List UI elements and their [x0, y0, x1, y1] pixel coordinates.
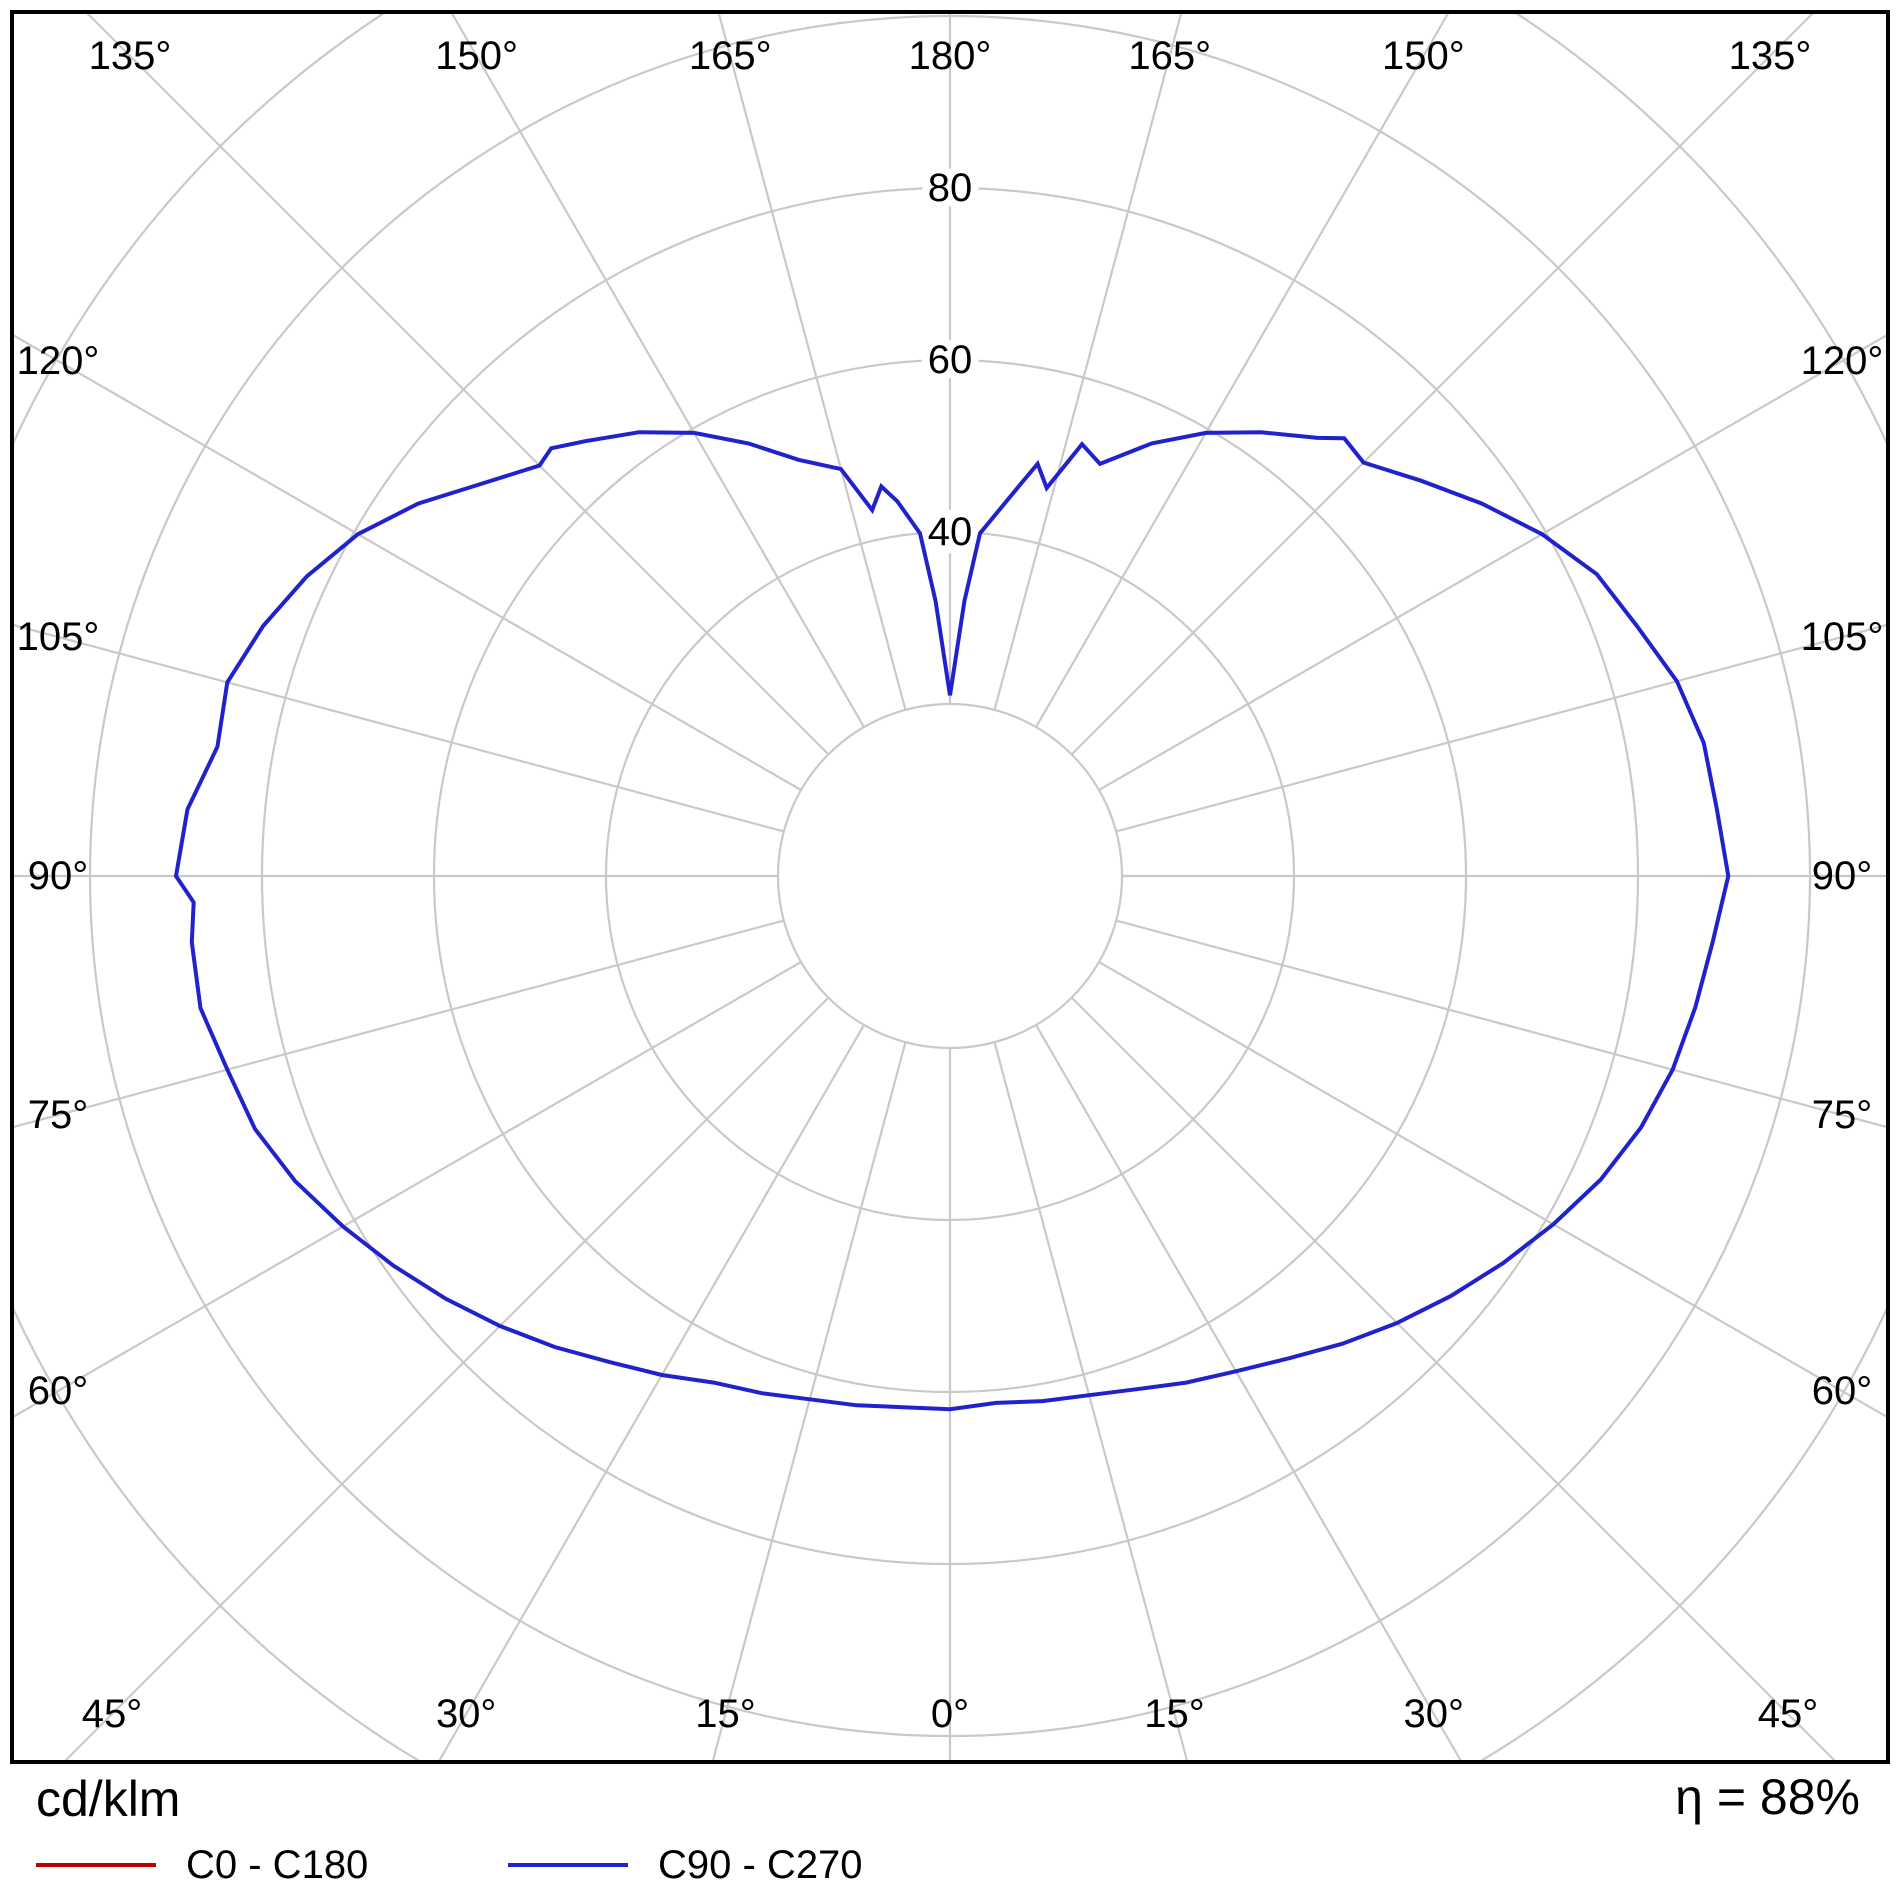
polar-chart: 165° 150° 135° 120° 105° 90° 75° 60° 45° 30° 15° 0°…	[10, 10, 1890, 1764]
angle-label: 150°	[1382, 34, 1465, 78]
radial-tick-label: 80	[928, 166, 973, 210]
grid-ray	[1115, 919, 1886, 1128]
efficiency-value: η = 88%	[1675, 1769, 1860, 1825]
angle-label: 30°	[436, 1692, 497, 1736]
grid-ray	[451, 14, 865, 728]
chart-footer: cd/klm η = 88% C0 - C180 C90 - C270	[0, 1768, 1900, 1900]
angle-label: 60°	[1812, 1369, 1873, 1413]
grid-ray	[1070, 14, 1814, 756]
grid-ray	[14, 919, 785, 1128]
grid-ray	[14, 961, 802, 1418]
angle-label: 165°	[689, 34, 772, 78]
angle-label: 105°	[1801, 615, 1884, 659]
angle-label: 0°	[931, 1692, 969, 1736]
angle-label: 105°	[17, 615, 100, 659]
grid-ray	[1035, 1024, 1463, 1762]
grid-ray	[1098, 961, 1886, 1418]
grid-ray	[1098, 334, 1886, 791]
legend-item-c90-c270: C90 - C270	[508, 1840, 863, 1890]
angle-label: 45°	[82, 1692, 143, 1736]
legend-line-c90-icon	[508, 1863, 628, 1867]
grid-ray	[993, 1041, 1189, 1762]
legend-line-c0-icon	[36, 1863, 156, 1867]
angle-label: 60°	[28, 1369, 89, 1413]
legend-item-c0-c180: C0 - C180	[36, 1840, 368, 1890]
grid-ray	[1035, 14, 1449, 728]
grid-ray	[86, 14, 830, 756]
grid-ray	[1070, 996, 1838, 1762]
grid-circle	[776, 702, 1124, 1050]
legend: C0 - C180 C90 - C270	[0, 1840, 1900, 1890]
polar-grid	[14, 14, 1886, 1762]
angle-label: 45°	[1758, 1692, 1819, 1736]
grid-ray	[1115, 624, 1886, 833]
grid-ray	[14, 334, 802, 791]
angle-label: 15°	[695, 1692, 756, 1736]
angle-label: 120°	[17, 339, 100, 383]
angle-label: 15°	[1144, 1692, 1205, 1736]
angle-label: 30°	[1404, 1692, 1465, 1736]
grid-ray	[437, 1024, 865, 1762]
legend-label-c90-c270: C90 - C270	[658, 1843, 863, 1887]
legend-label-c0-c180: C0 - C180	[186, 1843, 369, 1887]
angle-label: 75°	[28, 1093, 89, 1137]
grid-ray	[62, 996, 830, 1762]
radial-tick-label: 40	[928, 510, 973, 554]
units-label: cd/klm	[36, 1771, 181, 1827]
angle-label: 90°	[1812, 854, 1873, 898]
grid-ray	[717, 14, 907, 711]
grid-ray	[14, 624, 785, 833]
grid-ray	[711, 1041, 907, 1762]
plot-border	[10, 10, 1890, 1764]
grid-ray	[993, 14, 1183, 711]
angle-label: 165°	[1128, 34, 1211, 78]
angle-label: 135°	[1729, 34, 1812, 78]
angle-label: 180°	[909, 34, 992, 78]
c90-c270-curve	[173, 430, 1731, 1412]
angle-label: 135°	[89, 34, 172, 78]
angle-label: 120°	[1801, 339, 1884, 383]
angle-label: 150°	[435, 34, 518, 78]
radial-tick-label: 60	[928, 338, 973, 382]
angle-label: 75°	[1812, 1093, 1873, 1137]
angle-label: 90°	[28, 854, 89, 898]
